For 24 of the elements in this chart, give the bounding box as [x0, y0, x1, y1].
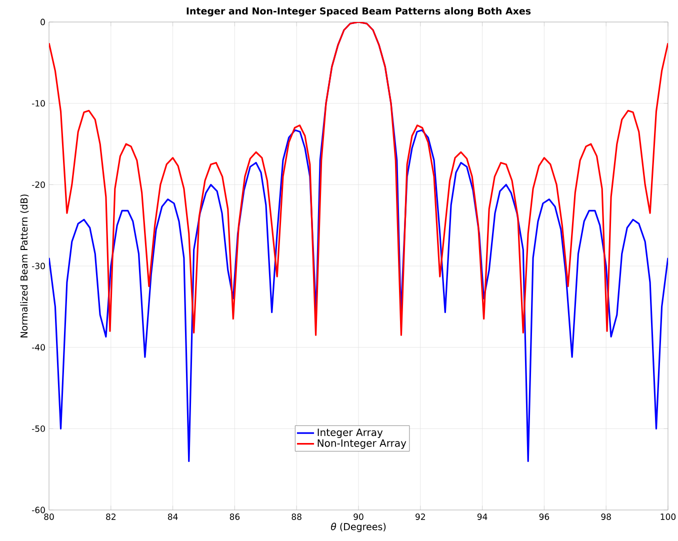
x-tick-label: 80 — [44, 514, 54, 520]
x-tick-label: 100 — [660, 514, 676, 520]
x-tick-label: 92 — [416, 514, 425, 520]
x-tick-label: 90 — [354, 514, 364, 520]
x-tick-label: 86 — [230, 514, 240, 520]
x-tick-label: 88 — [292, 514, 302, 520]
y-axis-title: Normalized Beam Pattern (dB) — [20, 194, 29, 338]
y-tick-label: -20 — [32, 181, 45, 188]
line-series — [49, 22, 668, 336]
y-tick-label: -30 — [32, 262, 45, 270]
y-tick-label: 0 — [40, 18, 45, 26]
y-tick-label: -60 — [32, 506, 45, 514]
x-tick-label: 94 — [477, 514, 488, 520]
y-tick-label: -40 — [32, 344, 45, 351]
x-tick-label: 96 — [539, 514, 550, 520]
x-axis-title: θ (Degrees) — [330, 522, 386, 532]
y-tick-label: -50 — [32, 425, 45, 432]
y-tick-label: -10 — [32, 100, 45, 107]
legend-label: Integer Array — [318, 428, 383, 438]
x-tick-label: 84 — [168, 514, 178, 520]
legend-label: Non-Integer Array — [318, 439, 406, 449]
chart-title: Integer and Non-Integer Spaced Beam Patterns along Both Axes — [186, 7, 531, 16]
x-tick-label: 82 — [106, 514, 116, 520]
x-tick-label: 98 — [601, 514, 611, 520]
